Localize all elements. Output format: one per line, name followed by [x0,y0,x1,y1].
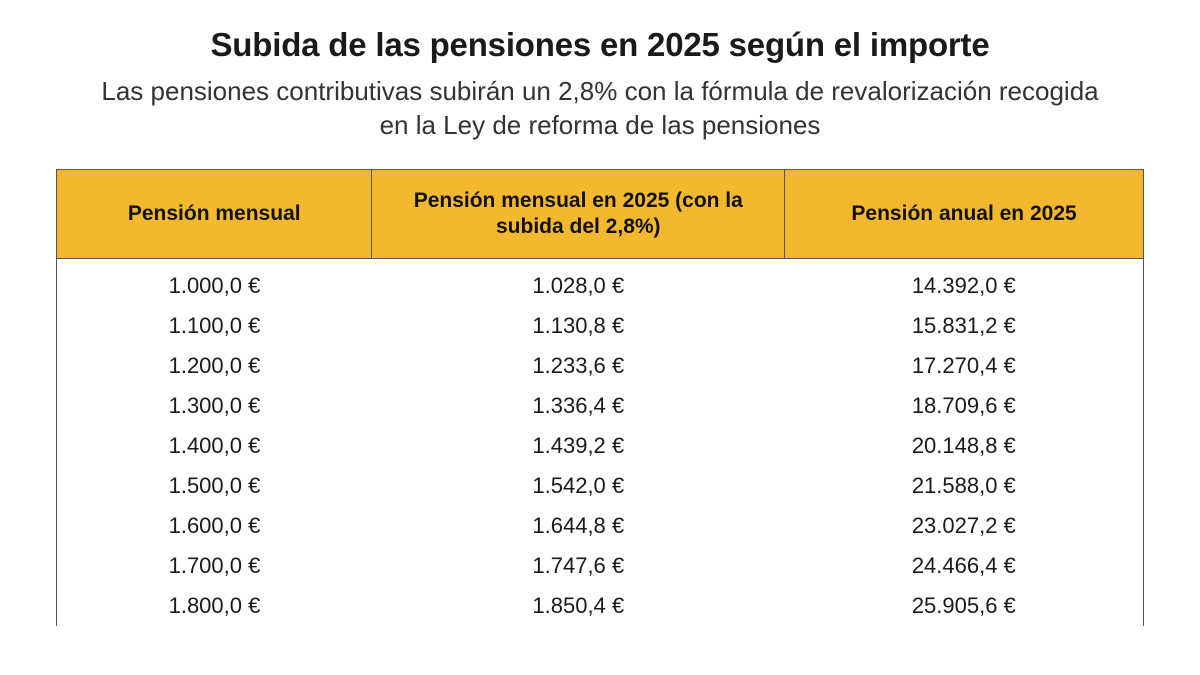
table-row: 1.600,0 € 1.644,8 € 23.027,2 € [57,506,1143,546]
cell-monthly: 1.000,0 € [57,259,372,307]
table-row: 1.400,0 € 1.439,2 € 20.148,8 € [57,426,1143,466]
cell-annual-2025: 15.831,2 € [785,306,1143,346]
cell-monthly: 1.800,0 € [57,586,372,626]
cell-annual-2025: 14.392,0 € [785,259,1143,307]
cell-monthly-2025: 1.747,6 € [372,546,785,586]
cell-monthly: 1.100,0 € [57,306,372,346]
cell-annual-2025: 17.270,4 € [785,346,1143,386]
table-row: 1.000,0 € 1.028,0 € 14.392,0 € [57,259,1143,307]
cell-monthly-2025: 1.439,2 € [372,426,785,466]
cell-monthly: 1.200,0 € [57,346,372,386]
cell-annual-2025: 25.905,6 € [785,586,1143,626]
cell-monthly: 1.500,0 € [57,466,372,506]
col-header-annual-2025: Pensión anual en 2025 [785,170,1143,259]
table-row: 1.100,0 € 1.130,8 € 15.831,2 € [57,306,1143,346]
cell-monthly: 1.400,0 € [57,426,372,466]
table-row: 1.200,0 € 1.233,6 € 17.270,4 € [57,346,1143,386]
cell-annual-2025: 20.148,8 € [785,426,1143,466]
cell-annual-2025: 21.588,0 € [785,466,1143,506]
table-row: 1.500,0 € 1.542,0 € 21.588,0 € [57,466,1143,506]
page: Subida de las pensiones en 2025 según el… [0,0,1200,675]
col-header-monthly: Pensión mensual [57,170,372,259]
cell-monthly: 1.600,0 € [57,506,372,546]
pension-table: Pensión mensual Pensión mensual en 2025 … [57,170,1143,627]
cell-annual-2025: 18.709,6 € [785,386,1143,426]
page-subtitle: Las pensiones contributivas subirán un 2… [56,75,1144,143]
page-title: Subida de las pensiones en 2025 según el… [56,24,1144,65]
cell-monthly: 1.700,0 € [57,546,372,586]
table-row: 1.800,0 € 1.850,4 € 25.905,6 € [57,586,1143,626]
table-body: 1.000,0 € 1.028,0 € 14.392,0 € 1.100,0 €… [57,259,1143,627]
cell-monthly: 1.300,0 € [57,386,372,426]
cell-monthly-2025: 1.850,4 € [372,586,785,626]
cell-monthly-2025: 1.028,0 € [372,259,785,307]
table-row: 1.300,0 € 1.336,4 € 18.709,6 € [57,386,1143,426]
cell-monthly-2025: 1.233,6 € [372,346,785,386]
col-header-monthly-2025: Pensión mensual en 2025 (con la subida d… [372,170,785,259]
cell-monthly-2025: 1.542,0 € [372,466,785,506]
cell-annual-2025: 24.466,4 € [785,546,1143,586]
cell-annual-2025: 23.027,2 € [785,506,1143,546]
cell-monthly-2025: 1.336,4 € [372,386,785,426]
table-row: 1.700,0 € 1.747,6 € 24.466,4 € [57,546,1143,586]
pension-table-container: Pensión mensual Pensión mensual en 2025 … [56,169,1144,627]
cell-monthly-2025: 1.130,8 € [372,306,785,346]
table-header-row: Pensión mensual Pensión mensual en 2025 … [57,170,1143,259]
cell-monthly-2025: 1.644,8 € [372,506,785,546]
